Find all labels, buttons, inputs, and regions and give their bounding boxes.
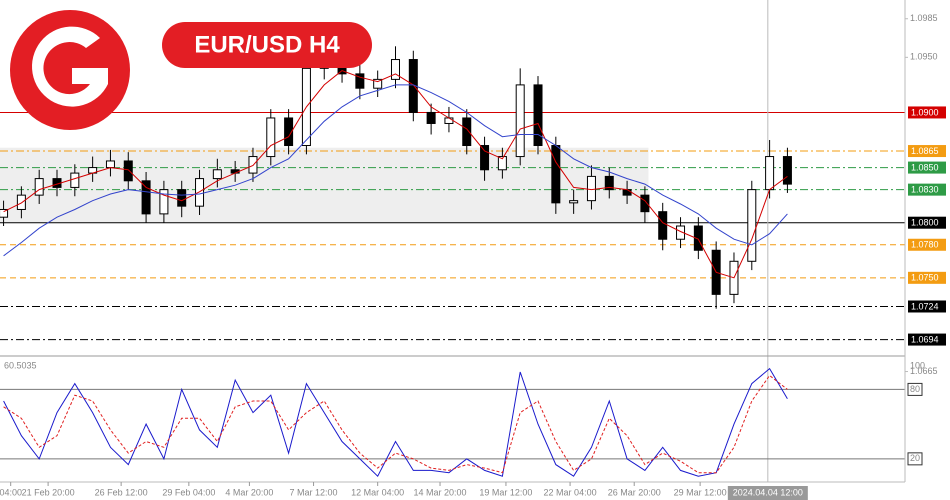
- title-pill: [162, 22, 372, 68]
- candle-body: [159, 189, 169, 215]
- level-label: 1.0900: [911, 107, 939, 117]
- x-tick-label: 12 Mar 04:00: [351, 487, 404, 497]
- candle-body: [515, 84, 525, 158]
- candle-body: [622, 189, 632, 196]
- y-tick-label: 1.0985: [910, 13, 938, 23]
- candle-body: [676, 225, 686, 240]
- candle-body: [195, 178, 205, 207]
- candle-body: [569, 200, 579, 204]
- line-series: [3, 84, 788, 257]
- candle-body: [390, 59, 400, 80]
- level-label: 1.0830: [911, 185, 939, 195]
- candle-body: [765, 156, 775, 191]
- x-tick-label: 29 Mar 12:00: [674, 487, 727, 497]
- candle-body: [34, 178, 44, 196]
- candle-body: [123, 160, 133, 182]
- level-label: 1.0780: [911, 240, 939, 250]
- x-tick-label: 26 Feb 12:00: [95, 487, 148, 497]
- candle-body: [70, 172, 80, 188]
- zone: [0, 147, 649, 223]
- level-label: 1.0750: [911, 273, 939, 283]
- level-label-box: [908, 183, 946, 196]
- candle-body: [141, 180, 151, 215]
- osc-label-box: [907, 382, 923, 396]
- y-tick-label: 1.0950: [910, 52, 938, 62]
- logo-mark: [31, 26, 108, 107]
- candle-body: [497, 156, 507, 171]
- candle-body: [782, 156, 792, 185]
- y-tick-label: 1.0665: [910, 366, 938, 376]
- x-tick-label: 7 Mar 12:00: [290, 487, 338, 497]
- logo: [10, 10, 130, 130]
- candle-body: [604, 175, 614, 191]
- x-tick-label: 04:00: [0, 487, 22, 497]
- candle-body: [658, 211, 668, 240]
- plot-layer: 60.5035: [0, 0, 905, 482]
- level-label: 1.0850: [911, 162, 939, 172]
- x-tick-label: 22 Mar 04:00: [544, 487, 597, 497]
- osc-label-box: [907, 452, 923, 466]
- candle-body: [105, 160, 115, 169]
- level-label-box: [908, 161, 946, 174]
- candle-body: [586, 175, 596, 202]
- candle-body: [426, 111, 436, 124]
- level-label: 1.0865: [911, 146, 939, 156]
- candle-body: [284, 117, 294, 147]
- x-tick-label: 4 Mar 20:00: [225, 487, 273, 497]
- candle-body: [640, 194, 650, 213]
- candle-body: [266, 117, 276, 158]
- x-tick-label: 26 Mar 20:00: [608, 487, 661, 497]
- candle-body: [0, 208, 9, 218]
- crosshair-label-box: [727, 486, 808, 500]
- level-label-box: [908, 238, 946, 251]
- candle-body: [444, 117, 454, 124]
- level-label-box: [908, 271, 946, 284]
- candle-body: [355, 73, 365, 89]
- level-label-box: [908, 106, 946, 119]
- x-tick-label: 19 Mar 12:00: [479, 487, 532, 497]
- osc-tick-label: 80: [910, 384, 920, 394]
- crosshair-label: 2024.04.04 12:00: [733, 487, 803, 497]
- line-series: [3, 70, 788, 279]
- level-label-box: [908, 216, 946, 229]
- candle-body: [373, 78, 383, 89]
- osc-tick-label: 20: [910, 453, 920, 463]
- candle-body: [747, 189, 757, 262]
- candle-body: [462, 117, 472, 147]
- x-tick-label: 21 Feb 20:00: [22, 487, 75, 497]
- candle-body: [533, 84, 543, 147]
- level-label: 1.0800: [911, 218, 939, 228]
- candle-body: [177, 189, 187, 207]
- candle-body: [212, 169, 222, 180]
- level-label-box: [908, 333, 946, 346]
- x-tick-label: 29 Feb 04:00: [162, 487, 215, 497]
- line-series: [3, 374, 788, 474]
- level-label-box: [908, 300, 946, 313]
- candle-body: [693, 225, 703, 251]
- level-label-box: [908, 145, 946, 158]
- indicator-value: 60.5035: [4, 360, 37, 370]
- osc-tick-label: 100: [910, 361, 925, 371]
- x-tick-label: 14 Mar 20:00: [414, 487, 467, 497]
- logo-circle: [10, 10, 130, 130]
- level-label: 1.0724: [911, 301, 939, 311]
- level-label: 1.0694: [911, 334, 939, 344]
- candle-body: [480, 145, 490, 171]
- line-series: [3, 367, 788, 478]
- axis-layer: 1.0985 1.0950 1.0665 1.0900 1.0865 1.0850 1.08…: [0, 13, 946, 500]
- candle-body: [408, 59, 418, 113]
- candle-body: [551, 145, 561, 204]
- chart-title: EUR/USD H4: [194, 31, 340, 58]
